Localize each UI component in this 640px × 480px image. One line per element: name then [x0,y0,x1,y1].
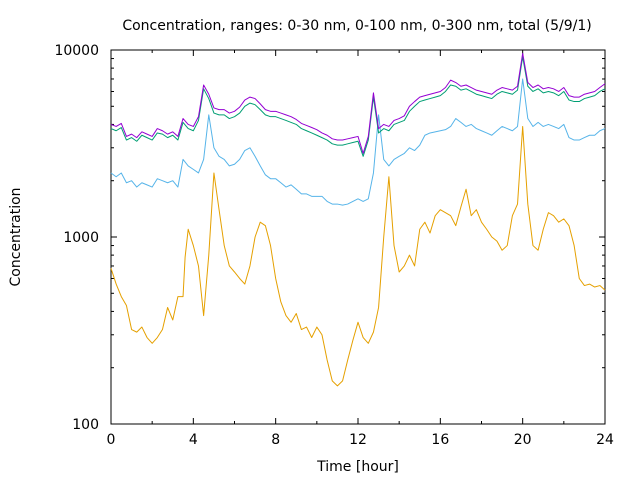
series-group [110,52,606,387]
x-tick-label: 4 [189,432,198,448]
x-tick-label: 0 [107,432,116,448]
x-axis-label: Time [hour] [316,459,399,475]
y-tick-label: 1000 [63,230,99,246]
y-axis-label: Concentration [8,187,24,286]
x-tick-label: 12 [349,432,367,448]
x-tick-label: 16 [431,432,449,448]
axis-ticks: 0 4 8 12 16 20 24 100 1000 10000 [54,43,614,448]
plot-frame [110,49,606,425]
series-line-1 [110,125,606,387]
plot-area [110,49,606,425]
series-line-2 [110,78,606,206]
series-line-4 [110,52,606,154]
x-tick-label: 24 [596,432,614,448]
x-tick-label: 8 [271,432,280,448]
y-tick-label: 100 [72,417,99,433]
y-tick-label: 10000 [54,43,99,59]
chart-title: Concentration, ranges: 0-30 nm, 0-100 nm… [122,18,591,34]
x-tick-label: 20 [514,432,532,448]
series-line-3 [110,56,606,157]
